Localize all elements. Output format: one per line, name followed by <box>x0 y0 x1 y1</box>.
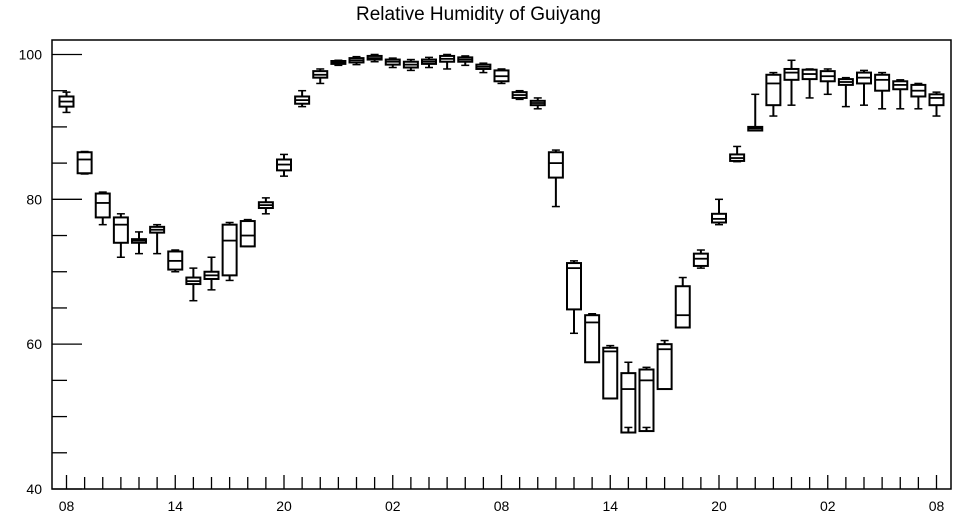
box-iqr <box>112 216 129 244</box>
box-41 <box>801 68 818 99</box>
x-tick-label: 14 <box>602 498 618 514</box>
box-27 <box>547 149 564 208</box>
box-iqr <box>566 262 582 311</box>
box-17 <box>366 53 383 63</box>
box-iqr <box>674 285 691 329</box>
box-1 <box>76 150 93 175</box>
box-37 <box>729 145 746 163</box>
x-tick-label: 08 <box>929 498 945 514</box>
box-iqr <box>239 220 256 248</box>
box-29 <box>584 312 601 364</box>
box-18 <box>384 57 401 69</box>
box-10 <box>239 218 256 248</box>
box-25 <box>511 89 528 101</box>
chart-title: Relative Humidity of Guiyang <box>356 4 601 25</box>
box-16 <box>348 55 365 66</box>
x-tick-label: 14 <box>167 498 183 514</box>
box-iqr <box>692 252 709 267</box>
box-47 <box>910 82 927 110</box>
box-22 <box>457 55 474 67</box>
box-iqr <box>783 67 800 81</box>
box-14 <box>312 68 329 85</box>
box-46 <box>892 79 909 110</box>
box-iqr <box>656 343 673 391</box>
box-30 <box>602 344 619 400</box>
box-6 <box>167 249 184 273</box>
box-5 <box>149 223 166 255</box>
box-35 <box>692 249 709 269</box>
box-38 <box>747 93 764 132</box>
x-tick-label: 20 <box>711 498 727 514</box>
box-iqr <box>602 346 619 400</box>
box-32 <box>638 366 655 433</box>
y-tick-label: 100 <box>19 46 43 62</box>
x-axis: 08 14 20 02 08 14 20 02 08 <box>59 475 945 514</box>
box-23 <box>475 62 492 74</box>
box-4 <box>131 231 147 255</box>
x-tick-label: 08 <box>494 498 510 514</box>
box-8 <box>203 256 220 291</box>
box-iqr <box>94 192 111 219</box>
plot-frame <box>51 39 952 490</box>
box-13 <box>294 89 311 108</box>
box-31 <box>620 361 637 434</box>
y-tick-label: 60 <box>26 336 42 352</box>
box-19 <box>402 58 419 72</box>
box-2 <box>94 191 111 226</box>
box-34 <box>674 276 691 329</box>
box-44 <box>856 69 872 106</box>
box-12 <box>276 153 292 177</box>
box-33 <box>656 339 673 391</box>
box-40 <box>783 59 800 106</box>
box-iqr <box>874 73 891 92</box>
box-3 <box>112 213 129 259</box>
box-iqr <box>76 151 93 175</box>
box-iqr <box>928 93 945 107</box>
box-iqr <box>620 372 637 434</box>
x-tick-label: 02 <box>820 498 836 514</box>
box-15 <box>330 59 347 67</box>
y-tick-label: 40 <box>26 481 42 497</box>
box-39 <box>765 71 782 117</box>
box-45 <box>874 71 891 110</box>
box-20 <box>421 56 437 69</box>
box-43 <box>837 76 854 108</box>
box-28 <box>566 260 582 335</box>
box-iqr <box>638 368 655 433</box>
box-iqr <box>765 73 782 107</box>
x-tick-label: 08 <box>59 498 75 514</box>
box-iqr <box>547 151 564 179</box>
x-tick-label: 20 <box>276 498 292 514</box>
y-tick-label: 80 <box>26 191 42 207</box>
box-0 <box>58 91 75 114</box>
box-11 <box>257 197 274 215</box>
x-tick-label: 02 <box>385 498 401 514</box>
box-26 <box>529 97 546 110</box>
box-7 <box>185 267 202 302</box>
box-42 <box>819 68 836 96</box>
box-9 <box>221 221 238 282</box>
box-24 <box>493 68 510 85</box>
box-iqr <box>221 223 238 277</box>
box-series <box>58 53 945 434</box>
box-48 <box>928 91 945 117</box>
box-36 <box>711 198 727 226</box>
box-21 <box>439 53 456 70</box>
y-axis: 40 60 80 100 <box>19 46 82 497</box>
